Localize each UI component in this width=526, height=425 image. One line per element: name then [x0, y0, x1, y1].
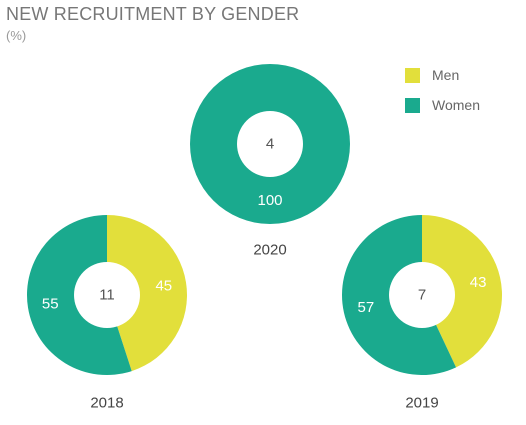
slice-label-2019-women: 57 [358, 299, 375, 316]
donut-center-value-2020: 4 [266, 136, 274, 153]
donut-slice-2019-men [422, 215, 503, 368]
chart-subtitle: (%) [6, 28, 27, 43]
legend: Men Women [405, 60, 480, 120]
donut-year-label-2018: 2018 [90, 395, 123, 412]
legend-item-women: Women [405, 90, 480, 120]
legend-label-men: Men [432, 67, 460, 83]
slice-label-2018-women: 55 [42, 295, 59, 312]
legend-label-women: Women [432, 97, 480, 113]
donut-center-value-2019: 7 [418, 287, 426, 304]
donut-center-value-2018: 11 [99, 287, 115, 304]
slice-label-2019-men: 43 [470, 274, 487, 291]
legend-item-men: Men [405, 60, 480, 90]
donut-year-label-2019: 2019 [405, 395, 438, 412]
donut-hole-2019 [389, 262, 455, 328]
donut-hole-2020 [237, 111, 303, 177]
legend-swatch-women [405, 97, 420, 113]
slice-label-2018-men: 45 [155, 278, 172, 295]
chart-title: NEW RECRUITMENT BY GENDER [6, 4, 300, 24]
legend-swatch-men [405, 67, 420, 83]
slice-label-2020-women: 100 [257, 192, 282, 209]
donut-slice-2018-men [107, 215, 188, 372]
donut-hole-2018 [74, 262, 140, 328]
donut-year-label-2020: 2020 [253, 242, 286, 259]
